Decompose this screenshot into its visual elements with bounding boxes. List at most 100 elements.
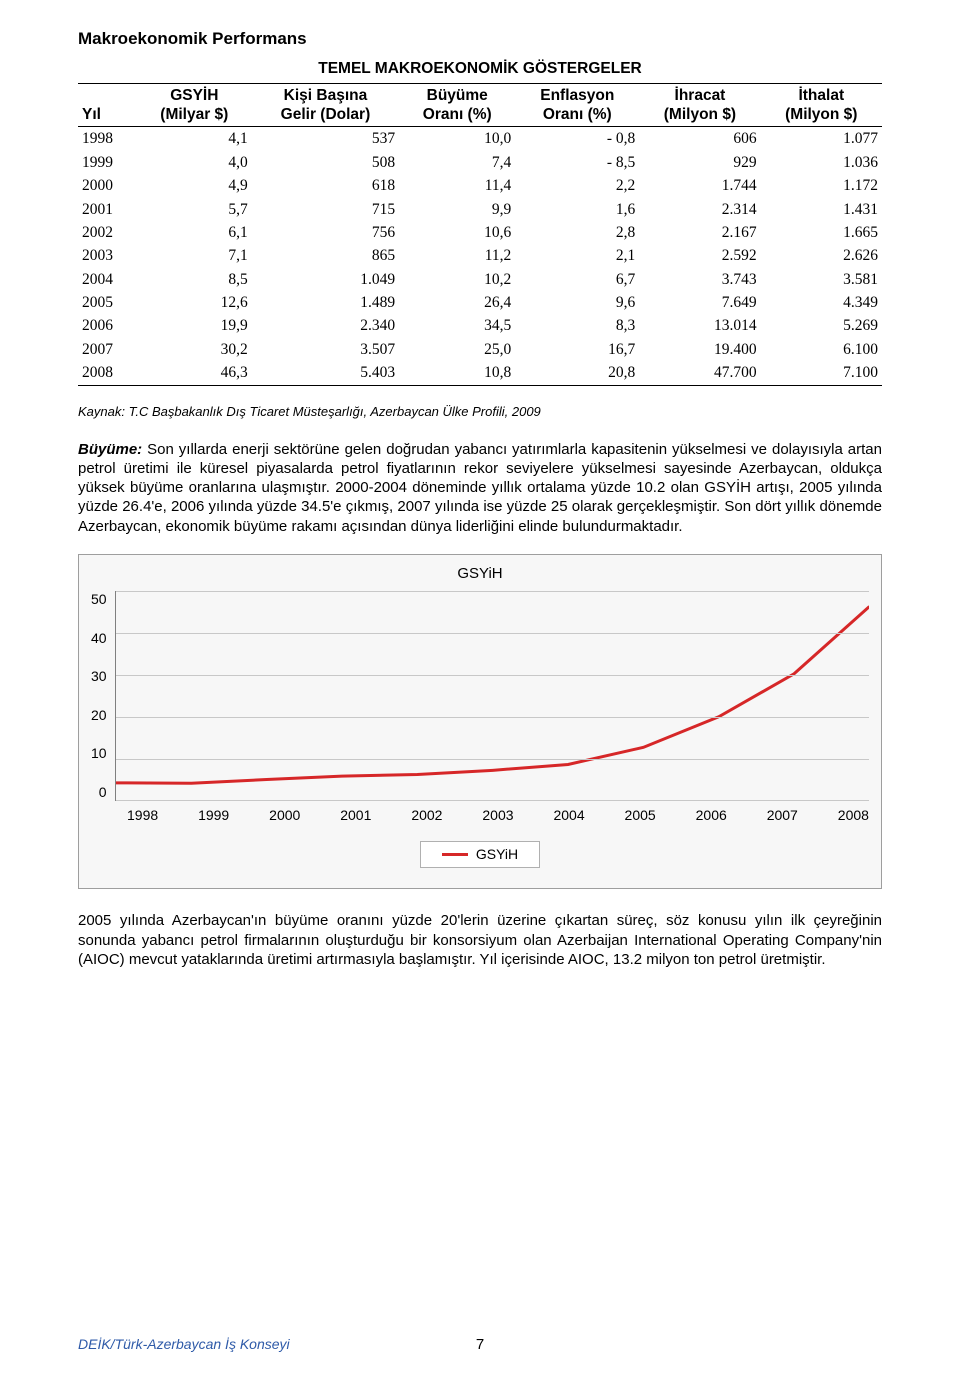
table-cell: 10,8 bbox=[399, 361, 515, 385]
section-title: Makroekonomik Performans bbox=[78, 28, 882, 49]
table-cell: 537 bbox=[252, 127, 399, 151]
x-tick-label: 1998 bbox=[127, 807, 158, 825]
table-cell: 2002 bbox=[78, 221, 137, 244]
table-cell: 2001 bbox=[78, 198, 137, 221]
table-cell: 4,9 bbox=[137, 174, 252, 197]
table-cell: 10,0 bbox=[399, 127, 515, 151]
grid-line bbox=[116, 591, 869, 592]
table-cell: 1999 bbox=[78, 151, 137, 174]
table-row: 20004,961811,42,21.7441.172 bbox=[78, 174, 882, 197]
table-cell: 2.626 bbox=[761, 244, 882, 267]
grid-line bbox=[116, 633, 869, 634]
table-cell: 19,9 bbox=[137, 314, 252, 337]
table-cell: 3.743 bbox=[639, 268, 760, 291]
y-tick-label: 10 bbox=[91, 745, 107, 763]
table-row: 200846,35.40310,820,847.7007.100 bbox=[78, 361, 882, 385]
table-cell: 756 bbox=[252, 221, 399, 244]
table-cell: 46,3 bbox=[137, 361, 252, 385]
table-cell: 2,2 bbox=[515, 174, 639, 197]
y-tick-label: 50 bbox=[91, 591, 107, 609]
table-title: TEMEL MAKROEKONOMİK GÖSTERGELER bbox=[78, 59, 882, 78]
table-cell: 6,7 bbox=[515, 268, 639, 291]
table-cell: 19.400 bbox=[639, 338, 760, 361]
grid-line bbox=[116, 675, 869, 676]
table-cell: 2.167 bbox=[639, 221, 760, 244]
table-row: 200730,23.50725,016,719.4006.100 bbox=[78, 338, 882, 361]
x-tick-label: 2003 bbox=[482, 807, 513, 825]
table-cell: 715 bbox=[252, 198, 399, 221]
table-cell: - 0,8 bbox=[515, 127, 639, 151]
table-row: 200512,61.48926,49,67.6494.349 bbox=[78, 291, 882, 314]
table-cell: 9,6 bbox=[515, 291, 639, 314]
table-cell: 1.489 bbox=[252, 291, 399, 314]
table-cell: 2004 bbox=[78, 268, 137, 291]
chart-y-axis: 50403020100 bbox=[91, 591, 115, 801]
chart-legend: GSYiH bbox=[420, 841, 540, 869]
table-row: 20026,175610,62,82.1671.665 bbox=[78, 221, 882, 244]
table-cell: 3.507 bbox=[252, 338, 399, 361]
table-cell: 1.077 bbox=[761, 127, 882, 151]
table-row: 20037,186511,22,12.5922.626 bbox=[78, 244, 882, 267]
table-cell: 1.431 bbox=[761, 198, 882, 221]
table-row: 20048,51.04910,26,73.7433.581 bbox=[78, 268, 882, 291]
page-footer: DEİK/Türk-Azerbaycan İş Konseyi 7 bbox=[78, 1336, 882, 1354]
x-tick-label: 2000 bbox=[269, 807, 300, 825]
table-cell: 47.700 bbox=[639, 361, 760, 385]
table-cell: 34,5 bbox=[399, 314, 515, 337]
table-cell: 2007 bbox=[78, 338, 137, 361]
table-cell: 1998 bbox=[78, 127, 137, 151]
chart-title: GSYiH bbox=[91, 565, 869, 584]
table-header: Yıl bbox=[78, 83, 137, 127]
x-tick-label: 2007 bbox=[767, 807, 798, 825]
table-cell: 1.665 bbox=[761, 221, 882, 244]
para-lead: Büyüme: bbox=[78, 441, 142, 458]
page-number: 7 bbox=[476, 1336, 484, 1355]
table-cell: 7.649 bbox=[639, 291, 760, 314]
table-row: 19994,05087,4- 8,59291.036 bbox=[78, 151, 882, 174]
table-cell: 7,4 bbox=[399, 151, 515, 174]
table-cell: 6.100 bbox=[761, 338, 882, 361]
table-cell: 2.592 bbox=[639, 244, 760, 267]
table-cell: 11,2 bbox=[399, 244, 515, 267]
table-cell: 26,4 bbox=[399, 291, 515, 314]
table-cell: 2005 bbox=[78, 291, 137, 314]
table-row: 200619,92.34034,58,313.0145.269 bbox=[78, 314, 882, 337]
grid-line bbox=[116, 759, 869, 760]
chart-x-axis: 1998199920002001200220032004200520062007… bbox=[91, 807, 869, 825]
table-cell: 10,2 bbox=[399, 268, 515, 291]
table-row: 20015,77159,91,62.3141.431 bbox=[78, 198, 882, 221]
paragraph-2005: 2005 yılında Azerbaycan'ın büyüme oranın… bbox=[78, 911, 882, 969]
indicators-table: YılGSYİH(Milyar $)Kişi BaşınaGelir (Dola… bbox=[78, 83, 882, 386]
table-cell: 7.100 bbox=[761, 361, 882, 385]
table-cell: 20,8 bbox=[515, 361, 639, 385]
table-header: İhracat(Milyon $) bbox=[639, 83, 760, 127]
table-cell: 2.314 bbox=[639, 198, 760, 221]
chart-plot-area bbox=[115, 591, 869, 801]
table-cell: 16,7 bbox=[515, 338, 639, 361]
para-body: Son yıllarda enerji sektörüne gelen doğr… bbox=[78, 441, 882, 535]
table-cell: 5.403 bbox=[252, 361, 399, 385]
paragraph-growth: Büyüme: Son yıllarda enerji sektörüne ge… bbox=[78, 440, 882, 536]
table-cell: 865 bbox=[252, 244, 399, 267]
legend-swatch bbox=[442, 853, 468, 856]
table-cell: 2.340 bbox=[252, 314, 399, 337]
table-cell: 2000 bbox=[78, 174, 137, 197]
legend-label: GSYiH bbox=[476, 846, 518, 864]
table-cell: 2,8 bbox=[515, 221, 639, 244]
table-header: GSYİH(Milyar $) bbox=[137, 83, 252, 127]
y-tick-label: 0 bbox=[99, 784, 107, 802]
table-cell: 6,1 bbox=[137, 221, 252, 244]
table-cell: 1.049 bbox=[252, 268, 399, 291]
table-cell: 11,4 bbox=[399, 174, 515, 197]
table-cell: 8,3 bbox=[515, 314, 639, 337]
table-cell: 25,0 bbox=[399, 338, 515, 361]
x-tick-label: 2008 bbox=[838, 807, 869, 825]
table-cell: 13.014 bbox=[639, 314, 760, 337]
table-cell: 9,9 bbox=[399, 198, 515, 221]
x-tick-label: 2001 bbox=[340, 807, 371, 825]
x-tick-label: 2005 bbox=[625, 807, 656, 825]
table-cell: 4,0 bbox=[137, 151, 252, 174]
x-tick-label: 2002 bbox=[411, 807, 442, 825]
table-cell: 4,1 bbox=[137, 127, 252, 151]
table-cell: 929 bbox=[639, 151, 760, 174]
